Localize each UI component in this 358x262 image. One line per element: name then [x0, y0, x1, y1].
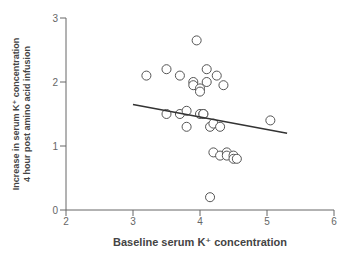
svg-text:3: 3	[52, 13, 58, 24]
svg-text:1: 1	[52, 141, 58, 152]
svg-text:0: 0	[52, 205, 58, 216]
svg-text:2: 2	[52, 77, 58, 88]
svg-text:6: 6	[331, 216, 337, 227]
svg-text:Baseline serum K⁺ concentratio: Baseline serum K⁺ concentration	[113, 236, 287, 248]
svg-text:Increase in serum K⁺ concentra: Increase in serum K⁺ concentration4 hour…	[11, 38, 32, 190]
svg-text:5: 5	[264, 216, 270, 227]
svg-text:4: 4	[197, 216, 203, 227]
svg-text:3: 3	[130, 216, 136, 227]
svg-text:2: 2	[63, 216, 69, 227]
